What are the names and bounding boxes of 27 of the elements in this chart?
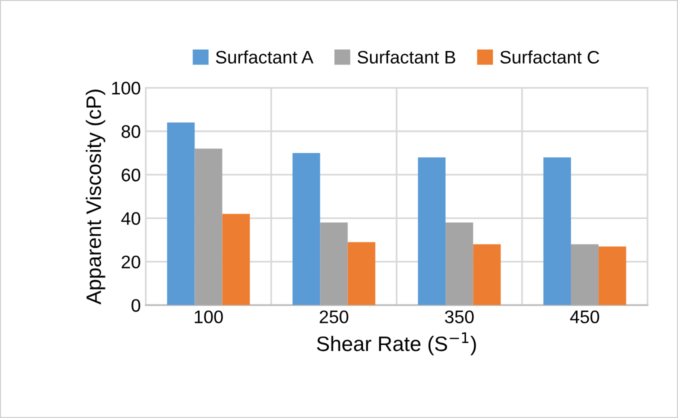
y-tick-label: 100 [112, 82, 140, 94]
y-tick-label: 60 [122, 168, 140, 182]
x-axis-title: Shear Rate (S$^{−1}$) [316, 332, 476, 356]
legend-label: Surfactant A [216, 50, 314, 64]
y-tick-label: 80 [122, 125, 140, 138]
x-tick-label: 100 [194, 310, 223, 324]
bar [598, 246, 626, 306]
y-tick-label: 0 [132, 299, 140, 312]
bar [418, 157, 446, 306]
x-tick-label: 250 [320, 310, 348, 324]
x-tick-label: 350 [444, 310, 474, 324]
bar [473, 244, 501, 306]
bar [167, 122, 195, 306]
bar [543, 157, 571, 306]
legend-label: Surfactant B [358, 50, 456, 64]
y-axis-title: Apparent Viscosity (cP) [86, 90, 106, 304]
y-tick-label: 20 [122, 256, 140, 268]
bar [194, 148, 222, 306]
bar [320, 222, 348, 306]
legend-label: Surfactant C [500, 50, 600, 64]
bar [222, 214, 250, 306]
bar [446, 222, 474, 306]
bar [570, 244, 599, 306]
x-tick-label: 450 [570, 310, 600, 324]
bar [292, 152, 320, 306]
y-tick-label: 40 [121, 212, 140, 225]
bar [348, 242, 376, 306]
